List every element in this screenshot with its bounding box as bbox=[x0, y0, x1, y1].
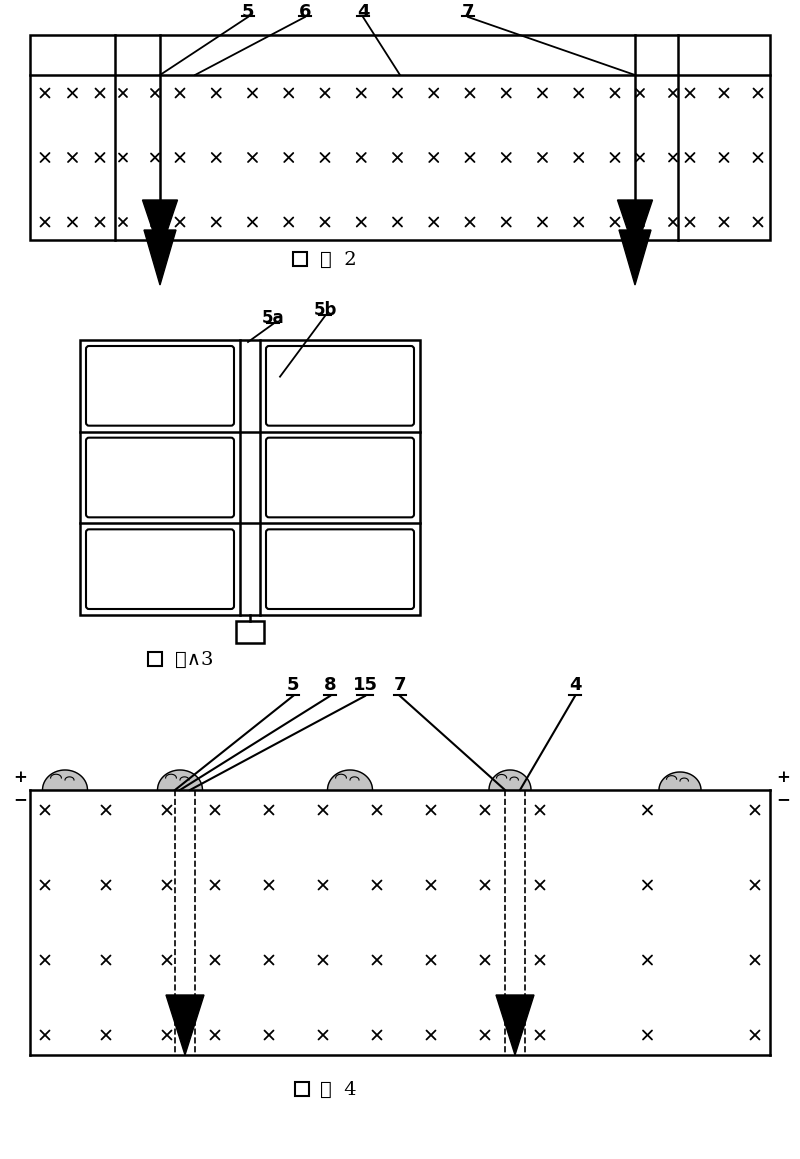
Text: 4: 4 bbox=[569, 676, 582, 694]
Polygon shape bbox=[327, 770, 373, 790]
Bar bbox=[30, 35, 770, 240]
Polygon shape bbox=[618, 201, 653, 252]
Text: 7: 7 bbox=[394, 676, 406, 694]
Polygon shape bbox=[619, 229, 651, 285]
Polygon shape bbox=[158, 770, 202, 790]
Polygon shape bbox=[659, 772, 701, 790]
Text: 5: 5 bbox=[286, 676, 299, 694]
Text: 5b: 5b bbox=[314, 301, 337, 319]
Text: 4: 4 bbox=[357, 3, 370, 21]
Polygon shape bbox=[144, 229, 176, 285]
Text: 15: 15 bbox=[353, 676, 378, 694]
Text: +: + bbox=[776, 770, 790, 786]
Text: 7: 7 bbox=[462, 3, 474, 21]
Text: 6: 6 bbox=[298, 3, 311, 21]
Text: 5a: 5a bbox=[262, 309, 284, 327]
Text: −: − bbox=[13, 790, 27, 808]
Text: +: + bbox=[13, 770, 27, 786]
Bar bbox=[80, 340, 420, 615]
Polygon shape bbox=[142, 201, 178, 252]
Text: 图  4: 图 4 bbox=[320, 1081, 357, 1099]
Text: −: − bbox=[776, 790, 790, 808]
Bar bbox=[148, 653, 162, 666]
Polygon shape bbox=[166, 994, 204, 1055]
Bar bbox=[295, 1083, 309, 1096]
Text: 8: 8 bbox=[324, 676, 336, 694]
Text: 图  2: 图 2 bbox=[320, 252, 357, 269]
Text: 图∧3: 图∧3 bbox=[175, 651, 214, 669]
Polygon shape bbox=[489, 770, 531, 790]
Polygon shape bbox=[496, 994, 534, 1055]
Polygon shape bbox=[42, 770, 87, 790]
Text: 5: 5 bbox=[242, 3, 254, 21]
Bar bbox=[293, 252, 307, 267]
Bar bbox=[236, 621, 264, 643]
